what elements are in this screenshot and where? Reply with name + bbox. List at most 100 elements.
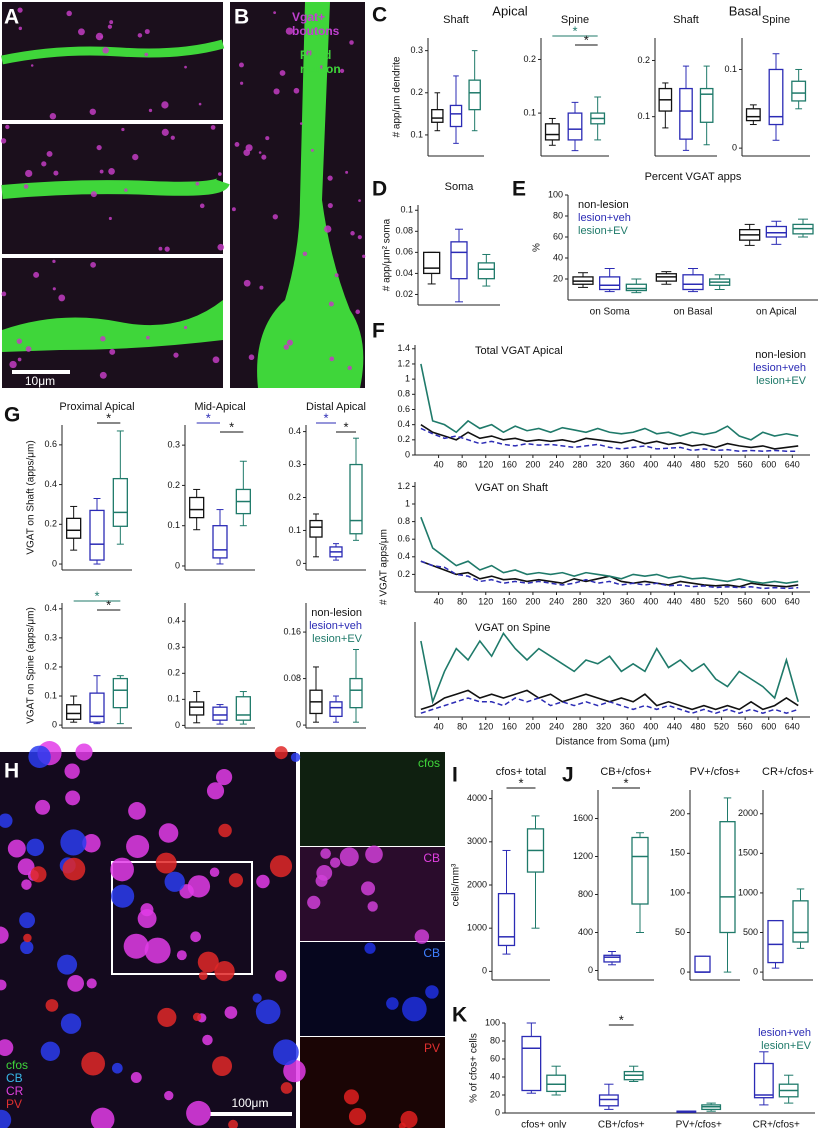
cell [216,768,233,786]
cell [25,169,33,178]
cell [109,20,114,25]
cell [212,1056,233,1077]
box [468,79,481,111]
box [631,836,649,905]
cell [272,214,278,220]
cell [358,199,361,202]
cell [349,40,354,45]
y-tick-label: 0.2 [397,569,410,579]
cell [386,997,399,1010]
box [112,677,128,709]
cell [299,122,303,125]
y-tick-label: 0.4 [397,551,410,561]
cell [17,357,22,362]
x-tick-label: 560 [738,721,753,731]
box [112,477,128,527]
y-tick-label: 0.4 [288,426,301,436]
x-tick-label: 240 [549,459,564,469]
y-tick-label: 0.2 [637,55,650,65]
y-tick-label: 0.08 [395,226,413,236]
x-tick-label: 160 [502,596,517,606]
cell [362,254,366,258]
chart-title: Proximal Apical [59,401,134,413]
x-tick-label: 600 [761,596,776,606]
cell [0,1039,14,1056]
cell [111,1062,123,1074]
y-tick-label: 0.2 [523,54,536,64]
y-tick-label: 1 [405,374,410,384]
cell [158,823,179,843]
chart-title: Shaft [443,14,469,26]
cell [192,1012,202,1022]
cell [26,838,45,857]
line [420,697,799,714]
y-tick-label: 0.4 [397,419,410,429]
cell [107,24,113,29]
x-tick-label: 160 [502,459,517,469]
channel-label: CB [423,946,440,960]
chart-title: CR+/cfos+ [762,766,814,778]
cell [273,1039,299,1066]
cell [170,135,175,140]
cell [0,926,9,944]
x-tick-label: on Soma [590,307,630,318]
cell [328,301,334,307]
y-tick-label: 0.4 [44,603,57,613]
x-tick-label: 360 [620,721,635,731]
cell [248,354,255,361]
box [679,87,693,140]
cell [62,857,86,881]
cell [30,64,34,67]
cell [132,153,139,161]
cell [190,931,201,943]
y-tick-label: 0.8 [397,389,410,399]
box [235,696,251,721]
cell [67,974,85,992]
cell [240,81,244,85]
cell [228,1119,238,1128]
cell [361,881,376,896]
y-tick-label: 0.04 [395,268,413,278]
x-tick-label: 200 [525,459,540,469]
cell [161,101,169,109]
cell [218,823,232,838]
box [719,821,736,934]
line [420,423,799,450]
cell [343,1089,359,1105]
y-tick-label: 0.2 [167,480,180,490]
panel-letter: J [562,764,574,787]
y-tick-label: 0 [680,966,685,976]
cell [224,1006,238,1019]
box [767,919,784,964]
cell [306,49,313,56]
box [497,892,516,947]
x-tick-label: 120 [478,459,493,469]
x-tick-label: 640 [785,459,800,469]
x-tick-label: 280 [573,459,588,469]
chart-title: PV+/cfos+ [690,766,741,778]
image-label: Vgat+ [292,10,325,24]
y-tick-label: 1200 [573,851,593,861]
cell [155,852,177,874]
y-tick-label: 0.06 [395,247,413,257]
cell [148,108,153,113]
cell [228,873,244,888]
cell [195,181,200,186]
cell [365,845,383,864]
cell [198,102,202,106]
cell [339,68,345,73]
line [420,631,799,705]
cell [173,352,179,358]
cell [130,1072,142,1083]
cell [243,279,251,287]
x-tick-label: CR+/cfos+ [753,1120,800,1128]
x-tick-label: 400 [643,459,658,469]
cell [66,10,72,17]
legend-entry: lesion+EV [312,633,363,645]
y-tick-label: 0.2 [397,434,410,444]
cell [33,271,40,278]
x-tick-label: 560 [738,596,753,606]
cell [269,855,293,878]
y-tick-label: 0 [296,719,301,729]
cell [283,1059,306,1083]
